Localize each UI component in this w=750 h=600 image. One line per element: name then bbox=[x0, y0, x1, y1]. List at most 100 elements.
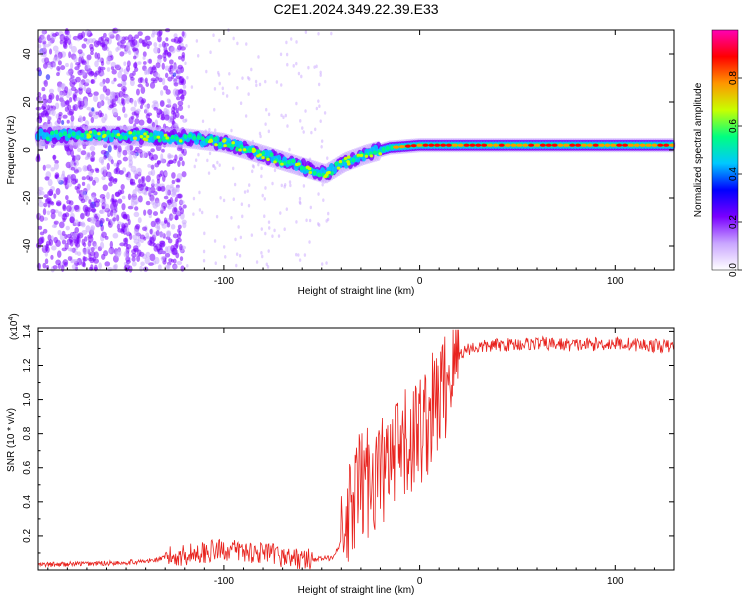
spectrogram-cell bbox=[133, 100, 137, 108]
spectrogram-cell bbox=[91, 107, 95, 112]
spectrogram-cell bbox=[122, 106, 126, 114]
spectrogram-cell bbox=[307, 65, 310, 70]
spectrogram-cell bbox=[173, 82, 179, 87]
spectrogram-cell bbox=[47, 119, 51, 125]
spectrogram-cell bbox=[56, 250, 62, 258]
spectrogram-cell bbox=[504, 143, 511, 147]
spectrogram-cell bbox=[305, 218, 308, 223]
spectrogram-cell bbox=[258, 131, 262, 136]
spectrogram-cell bbox=[167, 51, 172, 58]
spectrogram-cell bbox=[346, 155, 351, 159]
spectrogram-cell bbox=[142, 55, 146, 60]
spectrogram-cell bbox=[66, 70, 73, 76]
spectrogram-cell bbox=[152, 79, 158, 84]
spectrogram-cell bbox=[214, 128, 217, 133]
spectrogram-cell bbox=[39, 231, 45, 236]
spectrogram-cell bbox=[194, 158, 198, 162]
spectrogram-cell bbox=[87, 134, 92, 139]
spectrogram-cell bbox=[52, 45, 59, 52]
spectrogram-cell bbox=[85, 58, 90, 66]
x-tick-label: 0 bbox=[417, 276, 423, 287]
spectrogram-cell bbox=[161, 77, 166, 86]
spectrogram-cell bbox=[78, 81, 84, 89]
spectrogram-cell bbox=[179, 256, 184, 262]
spectrogram-cell bbox=[140, 99, 145, 106]
spectrogram-cell bbox=[145, 200, 151, 206]
spectrogram-cell bbox=[285, 52, 289, 57]
spectrogram-cell bbox=[295, 252, 298, 257]
spectrogram-cell bbox=[90, 225, 96, 231]
spectrogram-cell bbox=[74, 226, 80, 234]
spectrogram-cell bbox=[47, 104, 51, 111]
spectrogram-cell bbox=[120, 39, 126, 44]
spectrogram-cell bbox=[140, 261, 145, 267]
spectrogram-cell bbox=[44, 176, 50, 181]
spectrogram-cell bbox=[231, 166, 235, 171]
spectrogram-cell bbox=[105, 77, 110, 84]
spectrogram-cell bbox=[106, 130, 111, 136]
spectrogram-cell bbox=[99, 112, 104, 118]
spectrogram-cell bbox=[52, 154, 56, 161]
spectrogram-cell bbox=[138, 178, 142, 185]
spectrogram-cell bbox=[198, 208, 202, 212]
spectrogram-cell bbox=[41, 103, 47, 110]
spectrogram-cell bbox=[247, 92, 250, 96]
spectrogram-cell bbox=[252, 164, 255, 169]
spectrogram-cell bbox=[178, 105, 184, 112]
spectrogram-cell bbox=[46, 210, 51, 216]
y-tick-label: -40 bbox=[22, 238, 33, 253]
spectrogram-cell bbox=[46, 197, 52, 204]
figure-title: C2E1.2024.349.22.39.E33 bbox=[273, 1, 438, 17]
spectrogram-cell bbox=[132, 47, 138, 52]
spectrogram-cell bbox=[49, 48, 53, 55]
spectrogram-cell bbox=[53, 193, 57, 199]
spectrogram-cell bbox=[235, 263, 238, 268]
spectrogram-cell bbox=[83, 98, 88, 106]
spectrogram-cell bbox=[68, 88, 72, 96]
spectrogram-cell bbox=[143, 236, 147, 241]
spectrogram-cell bbox=[123, 61, 127, 66]
spectrogram-cell bbox=[187, 133, 192, 138]
x-tick-label: 100 bbox=[607, 576, 624, 587]
spectrogram-cell bbox=[243, 190, 247, 194]
spectrogram-cell bbox=[264, 122, 267, 126]
spectrogram-cell bbox=[93, 114, 99, 120]
spectrogram-cell bbox=[98, 66, 102, 74]
spectrogram-cell bbox=[119, 51, 125, 57]
spectrogram-cell bbox=[42, 262, 47, 269]
spectrogram-cell bbox=[157, 264, 162, 271]
spectrogram-cell bbox=[90, 51, 94, 56]
spectrogram-cell bbox=[312, 170, 317, 176]
spectrogram-cell bbox=[106, 56, 112, 62]
spectrogram-cell bbox=[61, 170, 65, 177]
spectrogram-cell bbox=[283, 184, 286, 189]
spectrogram-cell bbox=[53, 162, 59, 170]
spectrogram-cell bbox=[381, 147, 386, 152]
spectrogram-cell bbox=[108, 32, 115, 37]
spectrogram-cell bbox=[80, 132, 85, 138]
spectrogram-cell bbox=[260, 251, 263, 255]
spectrogram-cell bbox=[48, 94, 53, 100]
spectrogram-cell bbox=[534, 143, 541, 147]
spectrogram-cell bbox=[110, 159, 114, 165]
spectrogram-cell bbox=[310, 130, 313, 135]
spectrogram-cell bbox=[153, 135, 158, 140]
spectrogram-cell bbox=[51, 109, 56, 117]
spectrogram-cell bbox=[77, 183, 81, 190]
spectrogram-cell bbox=[124, 226, 130, 234]
spectrogram-cell bbox=[171, 179, 176, 185]
spectrogram-cell bbox=[165, 188, 169, 197]
spectrogram-cell bbox=[166, 263, 171, 270]
spectrogram-cell bbox=[66, 181, 73, 188]
spectrogram-cell bbox=[247, 203, 251, 208]
spectrogram-cell bbox=[130, 98, 134, 105]
spectrogram-cell bbox=[161, 62, 165, 70]
y-tick-label: 0.2 bbox=[22, 529, 33, 543]
spectrogram-cell bbox=[139, 239, 144, 244]
spectrogram-cell bbox=[88, 130, 93, 134]
spectrogram-cell bbox=[134, 67, 139, 72]
spectrogram-cell bbox=[162, 136, 167, 141]
spectrogram-cell bbox=[74, 97, 81, 102]
spectrogram-cell bbox=[139, 135, 144, 139]
spectrogram-cell bbox=[317, 172, 322, 178]
